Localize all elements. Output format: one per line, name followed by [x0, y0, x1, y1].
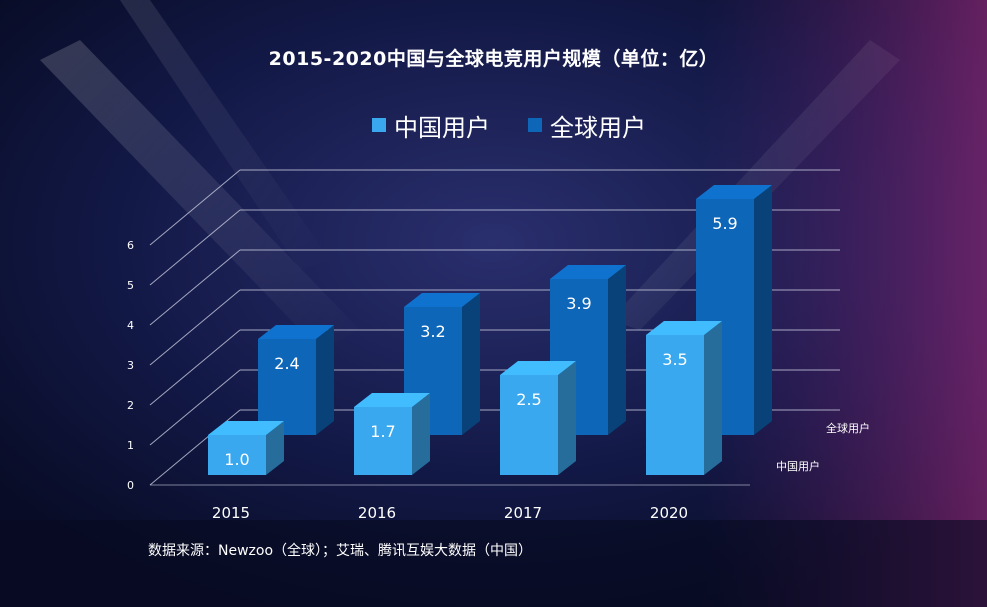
y-tick-label: 6 [127, 239, 134, 252]
bar-china-2020-front [646, 335, 704, 475]
bar-global-2020-side [754, 185, 772, 435]
x-tick-label: 2015 [212, 504, 250, 522]
gridline-side [149, 249, 241, 326]
bar-china-2016-front [354, 407, 412, 475]
gridline-side [149, 209, 241, 286]
y-tick-label: 5 [127, 279, 134, 292]
y-tick-label: 0 [127, 479, 134, 492]
bar-china-2015-top [208, 421, 284, 435]
x-tick-label: 2017 [504, 504, 542, 522]
bar-global-2016-top [404, 293, 480, 307]
gridline-side [149, 329, 241, 406]
y-tick-label: 4 [127, 319, 134, 332]
legend: 中国用户 全球用户 [372, 108, 684, 142]
chart-title: 2015-2020中国与全球电竞用户规模（单位：亿） [268, 48, 719, 70]
gridline-side [149, 289, 241, 366]
bar-global-2016-value-label: 3.2 [420, 322, 445, 341]
legend-label-china: 中国用户 [394, 113, 490, 142]
legend-item-china: 中国用户 [372, 108, 490, 143]
depth-label-global: 全球用户 [826, 421, 870, 435]
bar-china-2017-top [500, 361, 576, 375]
gridline-side [149, 369, 241, 446]
bar-global-2020-value-label: 5.9 [712, 214, 737, 233]
y-tick-label: 2 [127, 399, 134, 412]
bar-china-2015-side [266, 421, 284, 475]
bar-global-2015-side [316, 325, 334, 435]
bar-china-2020-side [704, 321, 722, 475]
bar-china-2016-side [412, 393, 430, 475]
legend-swatch-global [528, 118, 542, 132]
bar-china-2020-value-label: 3.5 [662, 350, 687, 369]
bar-global-2017-value-label: 3.9 [566, 294, 591, 313]
x-tick-label: 2020 [650, 504, 688, 522]
bar-global-2017-top [550, 265, 626, 279]
legend-swatch-china [372, 118, 386, 132]
y-tick-label: 1 [127, 439, 134, 452]
bar-china-2015-front [208, 435, 266, 475]
bar-china-2015-value-label: 1.0 [224, 450, 249, 469]
legend-label-global: 全球用户 [550, 113, 646, 142]
bar-china-2020-top [646, 321, 722, 335]
bar-china-2016-top [354, 393, 430, 407]
bar-global-2016-side [462, 293, 480, 435]
bar-china-2017-front [500, 375, 558, 475]
depth-label-china: 中国用户 [776, 459, 820, 473]
x-tick-label: 2016 [358, 504, 396, 522]
gridline-side [149, 169, 241, 246]
bar-global-2020-top [696, 185, 772, 199]
bar-global-2017-side [608, 265, 626, 435]
bar-global-2015-front [258, 339, 316, 435]
bar-china-2016-value-label: 1.7 [370, 422, 395, 441]
data-source: 数据来源：Newzoo（全球）；艾瑞、腾讯互娱大数据（中国） [148, 543, 533, 559]
legend-item-global: 全球用户 [528, 108, 646, 143]
bar-china-2017-value-label: 2.5 [516, 390, 541, 409]
bar-china-2017-side [558, 361, 576, 475]
bar-global-2015-value-label: 2.4 [274, 354, 299, 373]
bar-global-2015-top [258, 325, 334, 339]
y-tick-label: 3 [127, 359, 134, 372]
